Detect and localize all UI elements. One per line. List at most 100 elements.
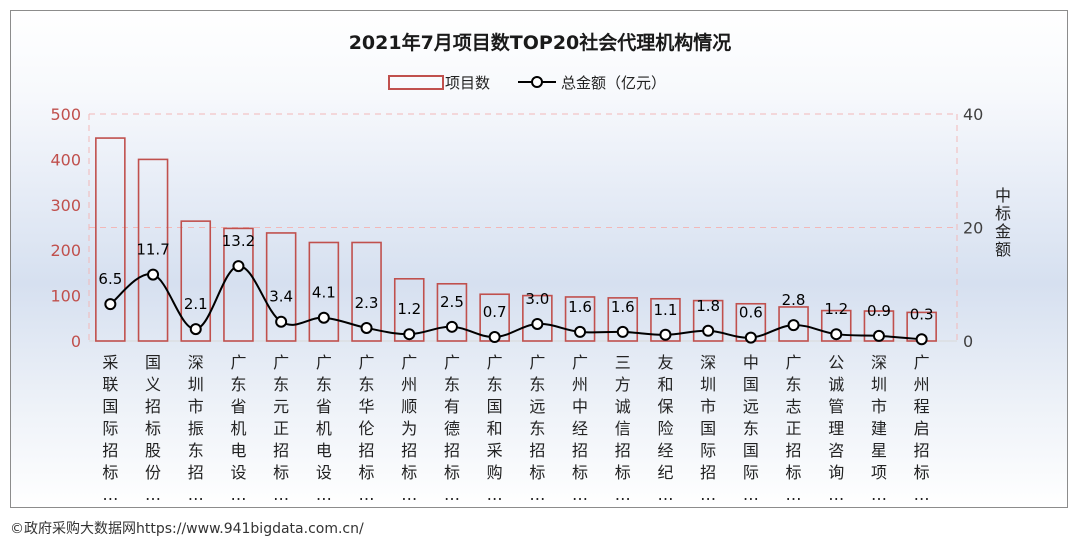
bar — [137, 158, 169, 342]
line-point — [744, 331, 757, 344]
y-axis-right-title: 中标金额 — [995, 186, 1011, 259]
data-label: 6.5 — [98, 270, 122, 288]
line-point — [872, 329, 885, 342]
x-category-label: 深圳市振东招… — [188, 353, 204, 504]
line-point — [659, 328, 672, 341]
data-labels: 6.5 11.7 2.1 13.2 3.4 4.1 2.3 1.2 2.5 0.7 3.0 1.6 1.… — [98, 232, 933, 323]
line-point — [147, 268, 160, 281]
x-category-label: 友和保险经纪… — [657, 353, 673, 504]
bar — [778, 306, 809, 342]
legend-bar-swatch — [388, 75, 444, 90]
bar — [650, 297, 681, 342]
data-label: 3.0 — [525, 290, 549, 308]
y-right-tick-label: 40 — [963, 105, 983, 124]
bar — [95, 137, 126, 342]
bar — [308, 241, 340, 342]
x-category-label: 广东元正招标… — [273, 353, 289, 504]
data-label: 3.4 — [269, 288, 293, 306]
bar — [522, 294, 553, 342]
bar — [180, 220, 212, 342]
x-category-label: 广东省机电设… — [316, 353, 332, 504]
y-right-tick-label: 20 — [963, 219, 983, 238]
bar — [692, 299, 724, 342]
legend-line-marker — [531, 76, 543, 88]
bar — [436, 282, 468, 342]
data-label: 1.6 — [568, 298, 592, 316]
x-category-label: 深圳市国际招… — [700, 353, 716, 504]
x-category-label: 广东省机电设… — [230, 353, 246, 504]
legend-bar-label: 项目数 — [445, 74, 490, 92]
y-axis-left: 0 100 200 300 400 500 — [50, 105, 81, 351]
data-label: 0.6 — [739, 304, 763, 322]
line-point — [317, 311, 330, 324]
data-label: 1.2 — [824, 300, 848, 318]
line-point — [275, 315, 288, 328]
bar — [265, 232, 297, 342]
x-category-label: 三方诚信招标… — [615, 353, 631, 504]
line-point — [830, 328, 843, 341]
line-point — [616, 325, 629, 338]
y-left-tick-label: 500 — [50, 105, 81, 124]
x-category-label: 广州中经招标… — [572, 353, 588, 504]
x-category-label: 广东远东招标… — [529, 353, 545, 504]
x-axis-categories: 采联国际招标… 国义招标股份… 深圳市振东招… 广东省机电设… 广东元正招标… 广东省机电… — [102, 353, 929, 504]
bar — [393, 278, 425, 342]
data-label: 1.8 — [696, 297, 720, 315]
x-category-label: 广东志正招标… — [786, 353, 802, 504]
y-left-tick-label: 100 — [50, 287, 81, 306]
x-category-label: 深圳市建星项… — [871, 353, 887, 504]
line-point — [232, 260, 245, 273]
x-category-label: 广州程启招标… — [914, 353, 930, 504]
x-category-label: 采联国际招标… — [102, 353, 118, 504]
data-label: 2.3 — [355, 294, 379, 312]
chart-title: 2021年7月项目数TOP20社会代理机构情况 — [349, 31, 732, 54]
y-left-tick-label: 0 — [71, 332, 81, 351]
data-label: 2.8 — [782, 291, 806, 309]
data-label: 2.5 — [440, 293, 464, 311]
line-point — [189, 323, 202, 336]
y-left-tick-label: 200 — [50, 241, 81, 260]
data-label: 4.1 — [312, 284, 336, 302]
data-label: 0.3 — [910, 305, 934, 323]
line-point — [915, 333, 928, 346]
x-category-label: 国义招标股份… — [145, 353, 161, 504]
line-point — [531, 317, 544, 330]
x-category-label: 广东国和采购… — [487, 353, 503, 504]
line-point — [574, 325, 587, 338]
y-axis-right: 0 20 40 — [963, 105, 983, 351]
x-category-label: 广东华伦招标… — [359, 353, 375, 504]
x-category-label: 广东有德招标… — [444, 353, 460, 504]
data-label: 0.7 — [483, 303, 507, 321]
bar — [607, 297, 639, 342]
data-label: 11.7 — [136, 241, 169, 259]
line-point — [787, 319, 800, 332]
line-point — [445, 320, 458, 333]
legend-line-label: 总金额（亿元） — [561, 74, 666, 92]
data-label: 1.1 — [654, 301, 678, 319]
bar — [820, 309, 852, 342]
data-label: 1.6 — [611, 298, 635, 316]
data-label: 0.9 — [867, 302, 891, 320]
bar — [564, 296, 596, 342]
y-left-tick-label: 400 — [50, 150, 81, 169]
y-right-tick-label: 0 — [963, 332, 973, 351]
amount-line — [104, 260, 928, 346]
bars — [95, 137, 937, 342]
line-point — [360, 321, 373, 334]
line-point — [403, 328, 416, 341]
legend: 项目数 总金额（亿元） — [388, 74, 666, 92]
data-label: 2.1 — [184, 295, 208, 313]
chart-frame: 2021年7月项目数TOP20社会代理机构情况 项目数 总金额（亿元） 6.5 1… — [10, 10, 1068, 508]
x-category-label: 公诚管理咨询… — [828, 353, 844, 504]
x-category-label: 广州顺为招标… — [401, 353, 417, 504]
y-left-tick-label: 300 — [50, 196, 81, 215]
bar — [351, 241, 382, 342]
combo-chart: 2021年7月项目数TOP20社会代理机构情况 项目数 总金额（亿元） 6.5 1… — [50, 31, 1011, 504]
line-point — [104, 298, 117, 311]
line-point — [702, 324, 715, 337]
data-label: 13.2 — [222, 232, 255, 250]
footer-credit: ©政府采购大数据网https://www.941bigdata.com.cn/ — [10, 521, 364, 537]
data-label: 1.2 — [397, 300, 421, 318]
x-category-label: 中国远东国际… — [743, 353, 759, 504]
line-point — [488, 331, 501, 344]
